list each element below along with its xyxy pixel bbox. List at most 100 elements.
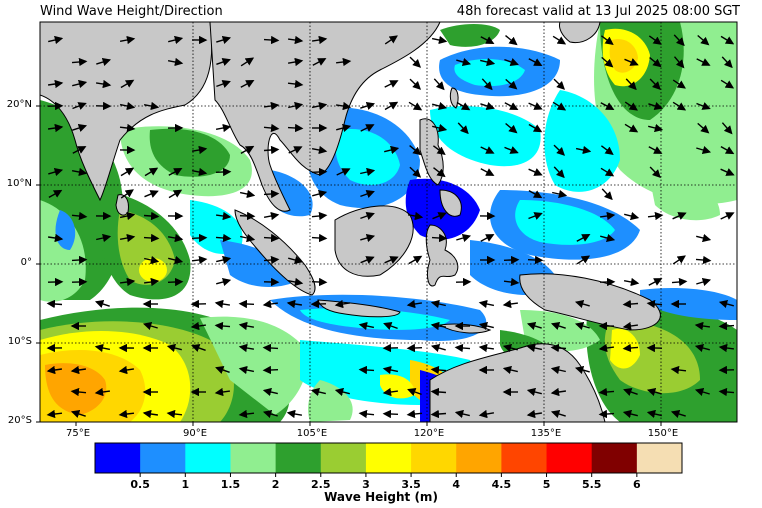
direction-arrow (432, 101, 448, 111)
lon-label-150e: 150°E (647, 428, 679, 439)
direction-arrow (191, 233, 208, 243)
direction-arrow (433, 167, 446, 178)
colorbar-swatch (140, 443, 186, 473)
direction-arrow (625, 78, 637, 91)
direction-arrow (214, 321, 231, 331)
direction-arrow (336, 123, 352, 133)
axis-ticks (36, 105, 662, 426)
direction-arrow (71, 57, 88, 67)
colorbar-tick-label: 2.5 (311, 478, 331, 491)
colorbar-tick-label: 1 (181, 478, 190, 491)
colorbar-tick-label: 3.5 (401, 478, 421, 491)
direction-arrow (600, 102, 615, 110)
direction-arrow (696, 145, 712, 155)
direction-arrow (695, 255, 712, 265)
direction-arrow (358, 365, 375, 375)
direction-arrow (118, 409, 135, 419)
direction-arrow (360, 167, 376, 177)
direction-arrow (552, 189, 568, 199)
direction-arrow (166, 343, 182, 353)
direction-arrow (600, 167, 615, 177)
direction-arrow (673, 34, 685, 47)
direction-arrow (335, 101, 352, 111)
direction-arrow (598, 387, 615, 397)
direction-arrow (119, 101, 136, 111)
direction-arrow (287, 277, 304, 287)
direction-arrow (118, 365, 135, 375)
direction-arrow (550, 387, 567, 397)
direction-arrow (696, 233, 712, 243)
direction-arrow (95, 79, 112, 89)
direction-arrow (47, 79, 64, 89)
wave-direction-arrows (46, 34, 735, 419)
direction-arrow (721, 56, 733, 69)
direction-arrow (263, 255, 280, 265)
colorbar-tick-label: 4 (452, 478, 461, 491)
direction-arrow (576, 255, 591, 265)
direction-arrow (46, 365, 63, 375)
direction-arrow (502, 365, 518, 375)
direction-arrow (264, 101, 280, 111)
direction-arrow (94, 343, 111, 353)
direction-arrow (310, 387, 326, 397)
direction-arrow (718, 343, 734, 353)
direction-arrow (240, 57, 255, 67)
direction-arrow (694, 343, 710, 353)
direction-arrow (624, 123, 639, 133)
land-masses (40, 22, 661, 422)
colorbar-tick-label: 4.5 (491, 478, 512, 491)
direction-arrow (694, 387, 710, 397)
direction-arrow (214, 387, 230, 397)
direction-arrow (646, 409, 662, 419)
direction-arrow (142, 321, 158, 331)
direction-arrow (143, 233, 160, 243)
direction-arrow (191, 167, 208, 177)
direction-arrow (190, 321, 206, 331)
direction-arrow (456, 101, 471, 111)
direction-arrow (672, 79, 686, 89)
direction-arrow (71, 255, 88, 265)
direction-arrow (287, 57, 304, 67)
lat-label-10n: 10°N (6, 178, 32, 189)
direction-arrow (239, 211, 256, 221)
direction-arrow (478, 409, 495, 419)
direction-arrow (480, 102, 495, 110)
direction-arrow (288, 146, 303, 154)
direction-arrow (360, 101, 376, 110)
direction-arrow (384, 256, 399, 264)
direction-arrow (550, 409, 566, 419)
direction-arrow (334, 299, 351, 309)
lon-label-120e: 120°E (413, 428, 445, 439)
direction-arrow (287, 79, 304, 89)
direction-arrow (649, 57, 662, 68)
colorbar (94, 442, 683, 477)
direction-arrow (311, 145, 328, 155)
direction-arrow (576, 234, 591, 242)
direction-arrow (648, 102, 663, 110)
direction-arrow (167, 233, 184, 243)
direction-arrow (718, 321, 735, 331)
direction-arrow (96, 233, 112, 243)
direction-arrow (528, 189, 543, 199)
direction-arrow (430, 409, 447, 419)
direction-arrow (550, 343, 567, 353)
direction-arrow (168, 35, 184, 45)
direction-arrow (71, 211, 88, 221)
lon-label-105e: 105°E (296, 428, 328, 439)
lon-label-135e: 135°E (530, 428, 562, 439)
direction-arrow (648, 35, 662, 45)
direction-arrow (430, 387, 447, 397)
direction-arrow (384, 35, 398, 45)
direction-arrow (622, 321, 638, 331)
direction-arrow (478, 299, 495, 309)
colorbar-swatch (456, 443, 502, 473)
direction-arrow (600, 145, 614, 156)
direction-arrow (240, 80, 255, 88)
direction-arrow (384, 101, 399, 111)
direction-arrow (503, 277, 520, 287)
direction-arrow (431, 35, 448, 45)
direction-arrow (622, 299, 639, 309)
direction-arrow (120, 189, 134, 199)
colorbar-title: Wave Height (m) (324, 490, 438, 504)
